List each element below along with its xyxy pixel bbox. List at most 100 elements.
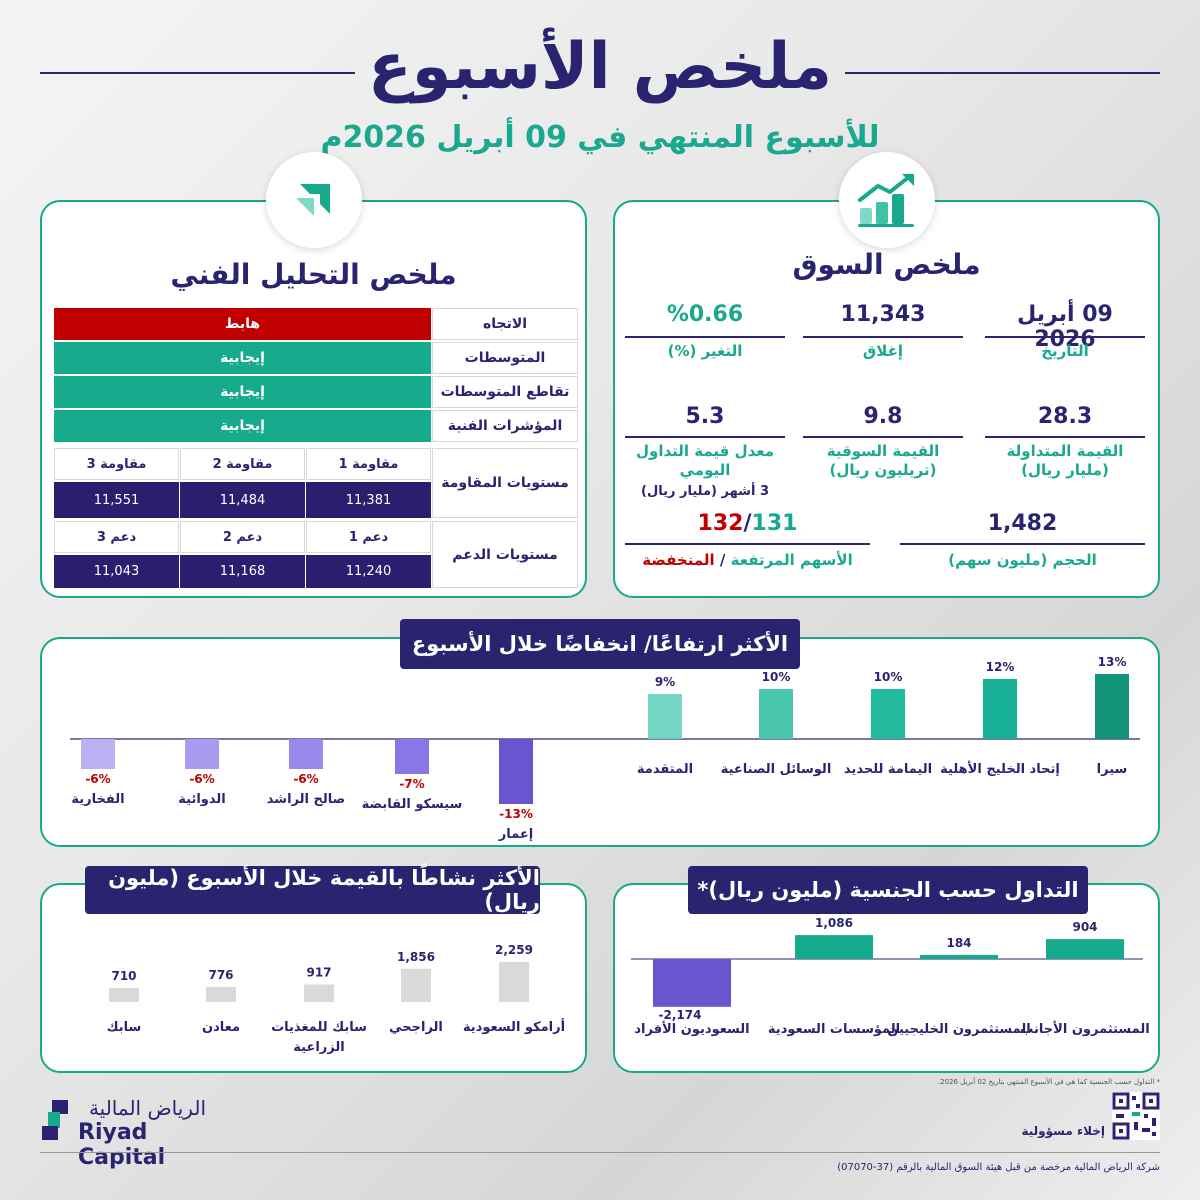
market-summary-icon-wrap [839, 152, 935, 248]
movers-category-label: سيسكو القابضة [362, 797, 463, 812]
ma-crossover-value: إيجابية [54, 376, 431, 408]
date-divider [985, 336, 1145, 338]
volume-label: الحجم (مليون سهم) [948, 551, 1097, 569]
avg-value: 5.3 [685, 404, 725, 429]
active-category-label: الزراعية [293, 1040, 344, 1055]
nationality-category-label: السعوديون الأفراد [634, 1020, 749, 1037]
nationality-bar [653, 959, 731, 1007]
movers-bar [499, 739, 533, 804]
page-subtitle: للأسبوع المنتهي في 09 أبريل 2026م [320, 120, 880, 155]
movers-bar [648, 694, 682, 739]
movers-value-label: 10% [874, 670, 903, 684]
resistance-label: مستويات المقاومة [432, 448, 578, 518]
movers-category-label: اليمامة للحديد [844, 762, 932, 777]
qr-code-icon [1112, 1092, 1160, 1140]
change-label: التغير (%) [667, 342, 743, 360]
movers-panel [40, 637, 1160, 847]
traded-label: القيمة المتداولة [1006, 442, 1124, 460]
nationality-category-label: المؤسسات السعودية [768, 1022, 900, 1037]
movers-value-label: 9% [655, 675, 675, 689]
support-3-head: دعم 3 [54, 521, 179, 553]
qr-code[interactable] [1112, 1092, 1160, 1140]
active-value-label: 1,856 [397, 950, 435, 964]
active-chart: 2,259 أرامكو السعودية 1,856 الراجحي 917 سابك … [40, 883, 587, 1073]
movers-bar [983, 679, 1017, 739]
logo-mark-icon [42, 1100, 68, 1140]
support-2-value: 11,168 [180, 555, 305, 588]
arrow-up-right-icon [296, 184, 330, 216]
technical-title: ملخص التحليل الفني [170, 258, 457, 291]
nationality-chart: 904 المستثمرون الأجانب 184 المستثمرون الخلي… [613, 883, 1160, 1073]
movers-chart-svg: 13% سيرا 12% إتحاد الخليج الأهلية 10% اليمامة… [70, 655, 1140, 842]
movers-category-label: إعمار [498, 827, 533, 842]
breadth-label: الأسهم المرتفعة / المنخفضة [625, 551, 870, 570]
movers-value-label: -6% [189, 772, 214, 786]
active-bar [499, 962, 529, 1002]
movers-bar [759, 689, 793, 739]
page-title: ملخص الأسبوع [368, 30, 832, 104]
resistance-3-head: مقاومة 3 [54, 448, 179, 480]
title-line-right [845, 72, 1160, 74]
advancing-count: 131 [751, 511, 798, 536]
active-value-label: 917 [306, 966, 331, 980]
active-value-label: 2,259 [495, 943, 533, 957]
close-divider [803, 336, 963, 338]
change-divider [625, 336, 785, 338]
movers-chart: 13% سيرا 12% إتحاد الخليج الأهلية 10% اليمامة… [40, 637, 1160, 847]
avg-divider [625, 436, 785, 438]
breadth-separator: / [743, 511, 752, 536]
avg-label: معدل قيمة التداول [635, 442, 775, 460]
nationality-category-label: المستثمرون الخليجيين [887, 1022, 1030, 1037]
support-1-value: 11,240 [306, 555, 431, 588]
movers-value-label: -6% [85, 772, 110, 786]
declining-label: المنخفضة [642, 551, 715, 569]
indicators-value: إيجابية [54, 410, 431, 442]
movers-value-label: -7% [399, 777, 424, 791]
market-summary-panel [613, 200, 1160, 598]
active-banner: الأكثر نشاطًا بالقيمة خلال الأسبوع (مليو… [85, 866, 540, 914]
movers-bar [871, 689, 905, 739]
nationality-bar [795, 935, 873, 959]
breadth-label-sep: / [714, 551, 731, 569]
movers-category-label: إتحاد الخليج الأهلية [940, 760, 1060, 777]
moving-averages-label: المتوسطات [432, 342, 578, 374]
nationality-value-label: 904 [1072, 920, 1097, 934]
active-category-label: معادن [202, 1020, 240, 1035]
movers-bar [185, 739, 219, 769]
date-label: التاريخ [1041, 342, 1089, 360]
mcap-label: القيمة السوقية [826, 442, 940, 460]
avg-sub: 3 أشهر (مليار ريال) [641, 484, 769, 499]
movers-category-label: الفخارية [71, 792, 124, 807]
growth-chart-icon [858, 174, 914, 227]
active-chart-svg: 2,259 أرامكو السعودية 1,856 الراجحي 917 سابك … [107, 943, 565, 1055]
active-category-label: سابك للمغذيات [271, 1020, 367, 1035]
traded-value: 28.3 [1037, 404, 1093, 429]
nationality-chart-svg: 904 المستثمرون الأجانب 184 المستثمرون الخلي… [631, 916, 1150, 1037]
movers-category-label: المتقدمة [637, 762, 693, 777]
active-value-label: 710 [111, 969, 136, 983]
mcap-value: 9.8 [863, 404, 903, 429]
movers-banner: الأكثر ارتفاعًا/ انخفاضًا خلال الأسبوع [400, 619, 800, 669]
indicators-label: المؤشرات الفنية [432, 410, 578, 442]
breadth-value: 132/131 [625, 511, 870, 536]
active-category-label: سابك [107, 1020, 142, 1035]
volume-value: 1,482 [987, 511, 1058, 536]
trend-label: الاتجاه [432, 308, 578, 340]
active-bar [206, 986, 236, 1002]
trend-value: هابط [54, 308, 431, 340]
nationality-banner: التداول حسب الجنسية (مليون ريال)* [688, 866, 1088, 914]
movers-category-label: الوسائل الصناعية [721, 762, 832, 777]
nationality-value-label: -2,174 [659, 1008, 702, 1022]
active-bar [304, 984, 334, 1002]
movers-value-label: -13% [499, 807, 533, 821]
traded-unit: (مليار ريال) [1021, 461, 1109, 479]
support-2-head: دعم 2 [180, 521, 305, 553]
disclaimer-link[interactable]: إخلاء مسؤولية [1021, 1124, 1106, 1138]
resistance-1-head: مقاومة 1 [306, 448, 431, 480]
nationality-bar [920, 954, 998, 959]
support-label: مستويات الدعم [432, 521, 578, 588]
nationality-bar [1046, 939, 1124, 959]
breadth-divider [625, 543, 870, 545]
nationality-footnote: * التداول حسب الجنسية كما هي في الأسبوع … [937, 1078, 1160, 1086]
moving-averages-value: إيجابية [54, 342, 431, 374]
